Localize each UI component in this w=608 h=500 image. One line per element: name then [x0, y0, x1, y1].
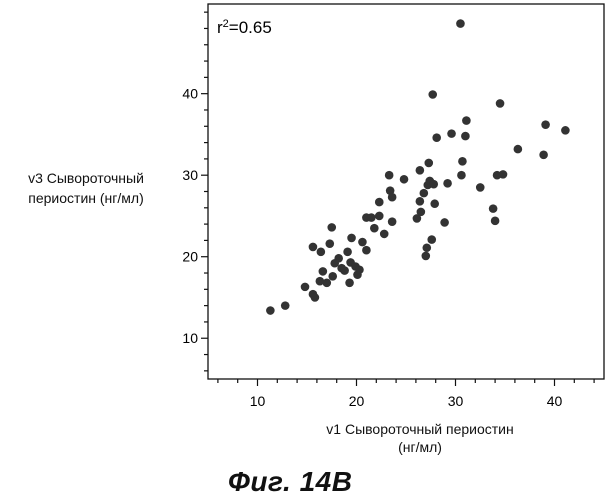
data-point [495, 99, 505, 108]
data-point [334, 254, 343, 263]
y-tick-label: 20 [182, 249, 198, 265]
x-axis-label-line-1: v1 Сывороточный периостин [326, 421, 514, 437]
data-point [322, 278, 332, 288]
data-point [343, 247, 352, 257]
x-axis-label: v1 Сывороточный периостин (нг/мл) [240, 420, 600, 456]
data-point [347, 233, 356, 243]
data-point [384, 170, 394, 180]
data-point [429, 179, 439, 189]
data-point [488, 204, 498, 213]
data-point [421, 251, 431, 261]
data-point [345, 278, 354, 288]
data-point [430, 199, 440, 209]
data-point [462, 116, 471, 125]
data-point [308, 242, 318, 252]
data-point [374, 211, 384, 221]
data-point [328, 271, 338, 281]
data-point [399, 174, 409, 184]
data-point [340, 266, 349, 275]
data-point [475, 183, 485, 192]
data-point [539, 150, 548, 160]
data-point [310, 293, 320, 302]
data-point [416, 207, 426, 217]
y-axis-label-line-1: v3 Сывороточный [28, 170, 144, 186]
data-point [498, 170, 508, 179]
data-point [440, 218, 449, 227]
data-point [370, 223, 379, 233]
data-point [412, 214, 422, 223]
data-point [490, 216, 500, 226]
data-point [456, 19, 465, 28]
data-point [362, 245, 371, 255]
data-point [358, 237, 367, 247]
data-point [385, 186, 395, 195]
data-point [318, 267, 328, 276]
data-point [316, 247, 326, 257]
r-squared-annotation: r2=0.65 [217, 18, 272, 37]
data-point [424, 158, 434, 168]
data-point [300, 282, 310, 292]
data-point [280, 301, 290, 310]
data-point [415, 166, 425, 175]
data-point [327, 223, 337, 232]
data-point [325, 239, 335, 248]
y-axis-label: v3 Сывороточный периостин (нг/мл) [6, 168, 166, 208]
data-point [387, 217, 397, 226]
x-tick-label: 30 [448, 393, 464, 409]
y-tick-label: 40 [182, 86, 198, 102]
x-axis-label-line-2: (нг/мл) [398, 439, 442, 455]
data-point [428, 90, 438, 99]
data-point [315, 276, 325, 286]
data-point [355, 265, 364, 275]
y-axis-label-line-2: периостин (нг/мл) [28, 190, 144, 206]
data-point [379, 229, 389, 239]
data-point [541, 120, 550, 129]
data-point [266, 306, 275, 315]
data-point [513, 144, 523, 154]
data-point [419, 188, 429, 198]
data-point [427, 235, 437, 244]
data-point [447, 129, 456, 138]
data-point [367, 213, 376, 222]
x-tick-label: 10 [250, 393, 266, 409]
data-point [461, 131, 470, 141]
data-point [443, 179, 452, 188]
y-tick-label: 10 [182, 330, 198, 346]
data-point [561, 126, 570, 135]
y-tick-label: 30 [182, 167, 198, 183]
data-point [432, 133, 441, 142]
data-point [457, 170, 466, 180]
data-point [387, 192, 397, 202]
data-point [422, 243, 432, 253]
data-point [415, 196, 425, 206]
plot-frame [207, 3, 605, 380]
figure-caption: Фиг. 14B [228, 466, 353, 497]
x-tick-label: 40 [547, 393, 563, 409]
data-point [374, 197, 384, 207]
x-tick-label: 20 [349, 393, 365, 409]
data-point [458, 157, 467, 166]
